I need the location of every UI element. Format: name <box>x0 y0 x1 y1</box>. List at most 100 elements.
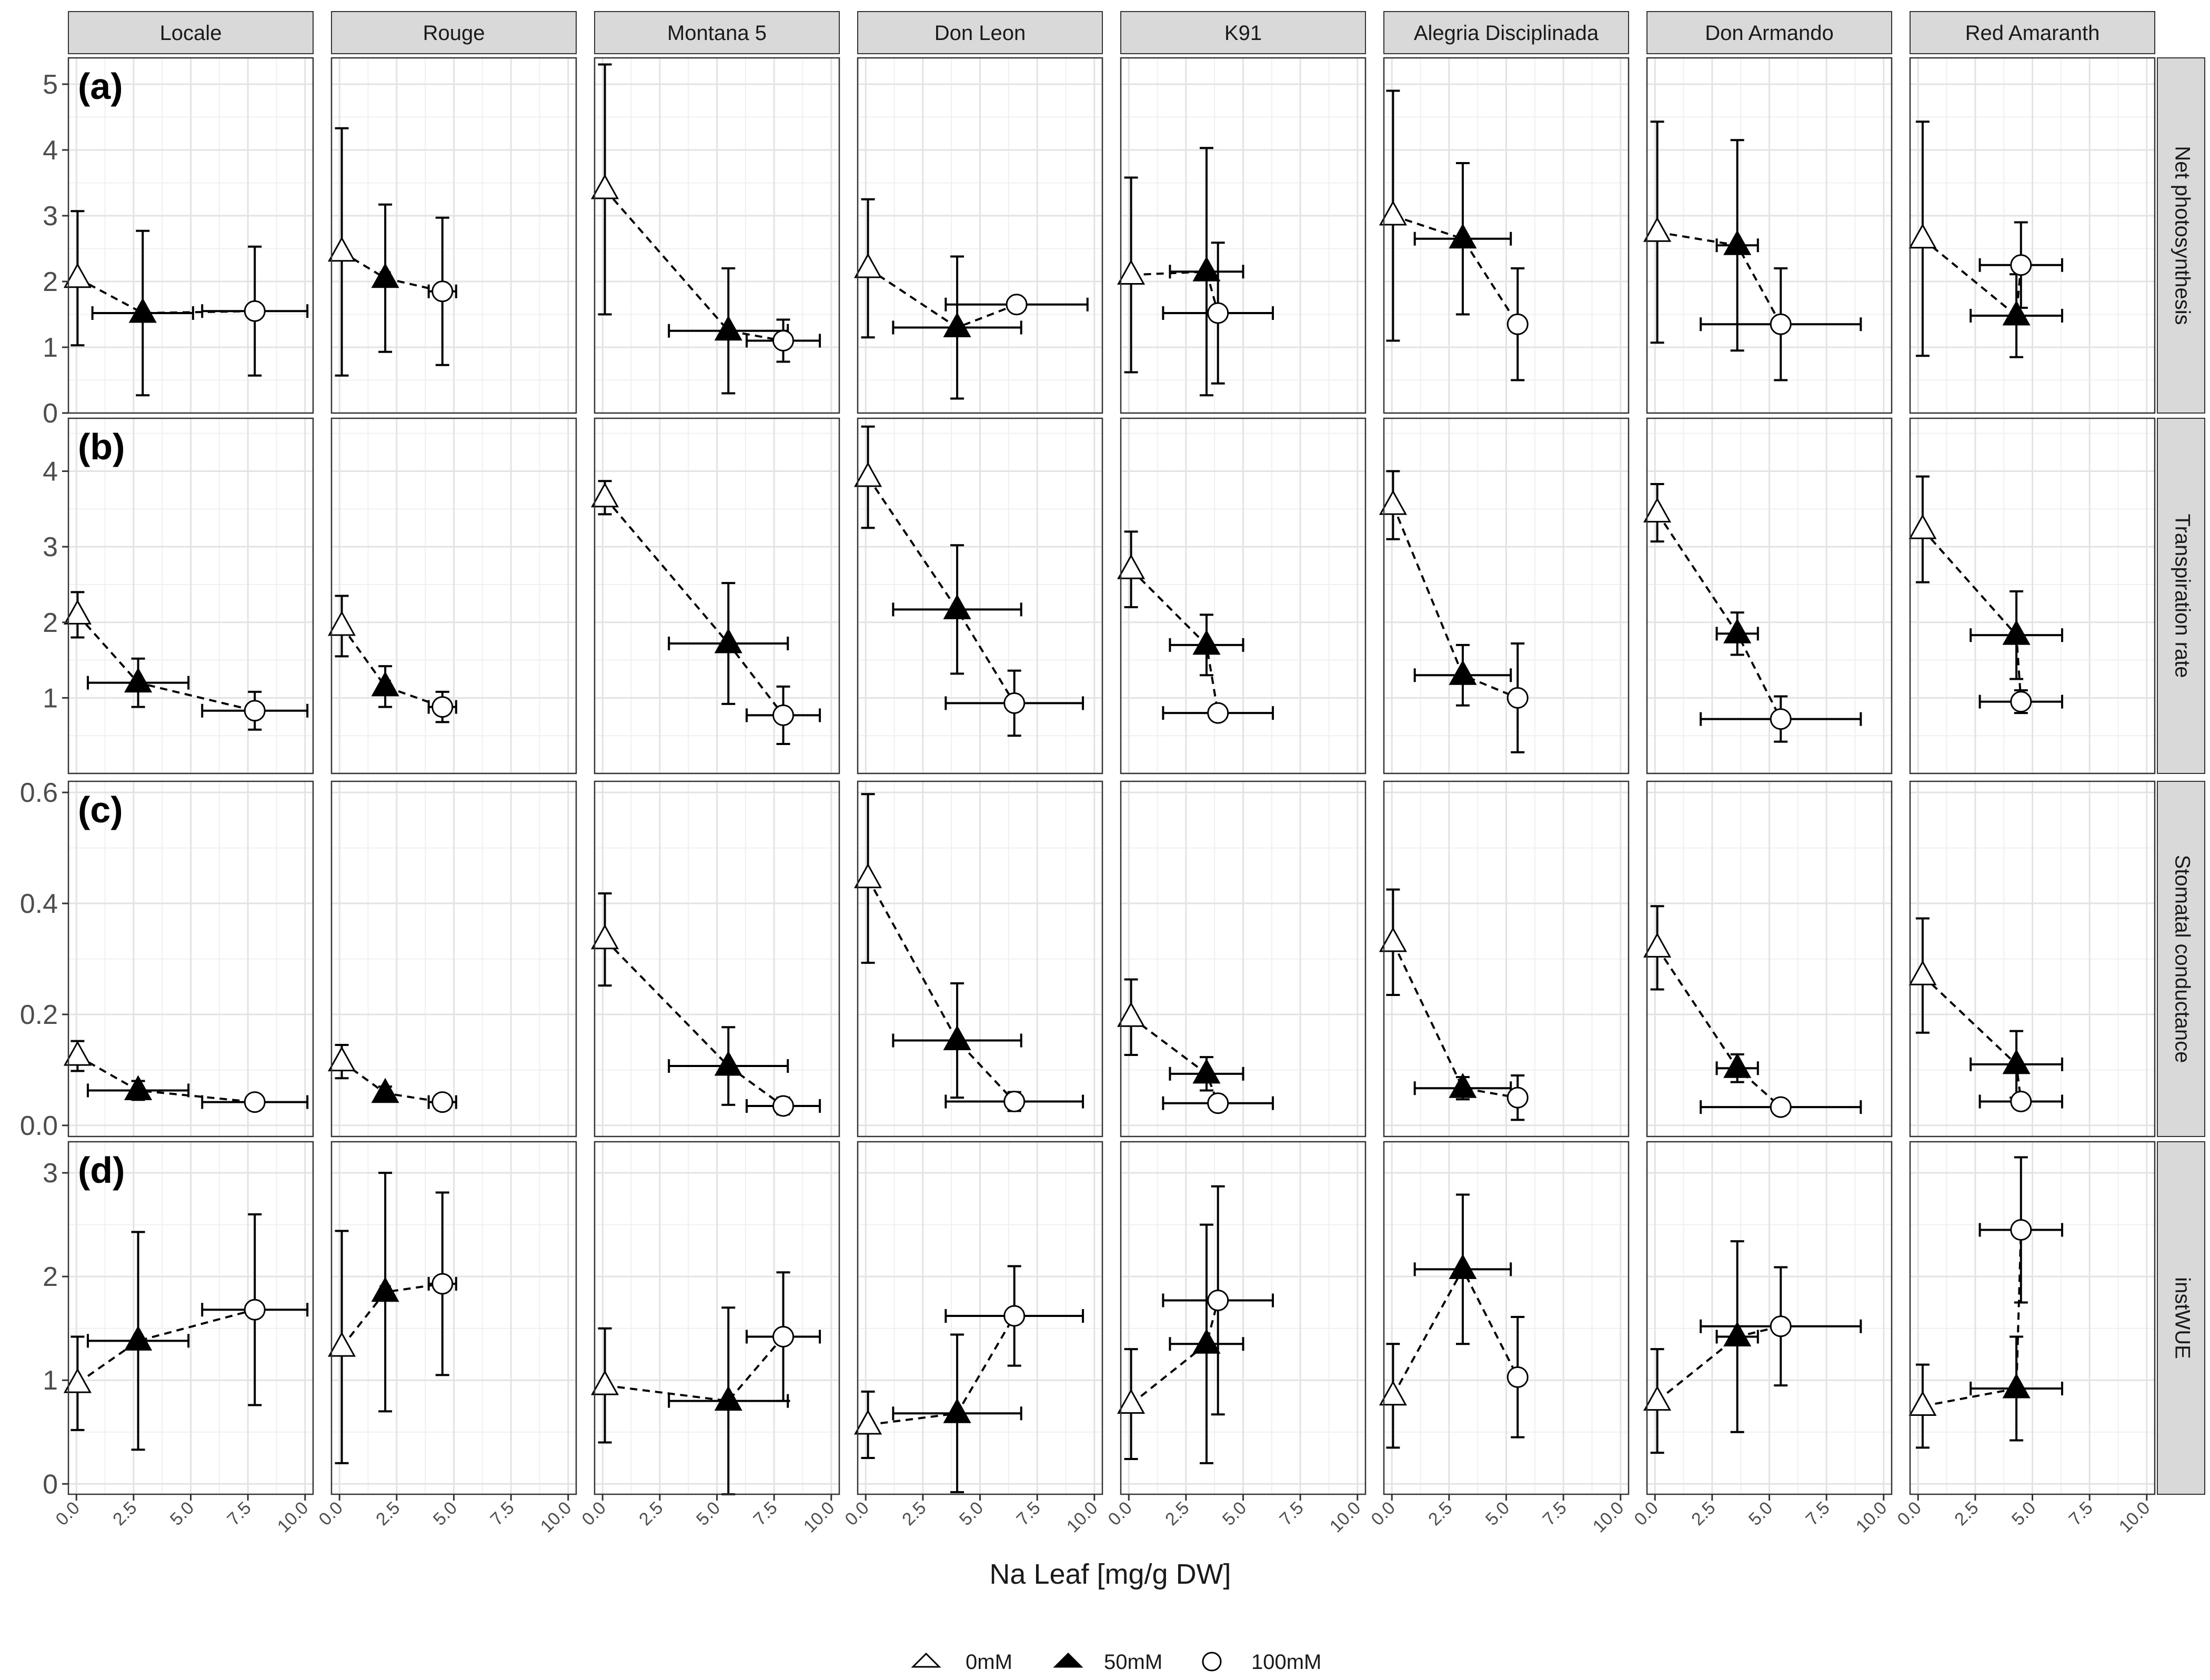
point-100mM <box>1770 1315 1792 1337</box>
panel <box>1117 780 1367 1138</box>
panel-border <box>857 57 1103 414</box>
panel-border <box>1383 57 1630 414</box>
panel-border <box>67 780 314 1138</box>
point-0mM <box>1643 1385 1672 1411</box>
panel <box>328 780 577 1138</box>
point-0mM <box>1379 927 1407 952</box>
variety-strip <box>68 11 314 54</box>
panel-border <box>330 780 577 1138</box>
measure-label: instWUE <box>2171 1277 2194 1359</box>
panel <box>1117 1141 1367 1495</box>
panels: (a) (b) (c) (d) <box>63 57 2156 1495</box>
panel <box>591 1141 840 1495</box>
legend-item-100mM: 100mM <box>1202 1651 1321 1674</box>
y-tick-label: 0 <box>43 1469 58 1500</box>
point-0mM <box>1117 1002 1146 1027</box>
point-50mM <box>943 1025 971 1051</box>
point-50mM <box>124 667 153 693</box>
point-100mM <box>2010 254 2032 276</box>
panel <box>591 780 840 1138</box>
point-100mM <box>1207 302 1229 324</box>
panel-border <box>1909 57 2156 414</box>
y-tick-label: 0.0 <box>20 1111 58 1141</box>
variety-label: Alegria Disciplinada <box>1414 22 1599 45</box>
point-50mM <box>1449 1254 1477 1279</box>
panel-border <box>1120 417 1367 774</box>
point-0mM <box>63 1040 92 1066</box>
point-0mM <box>1643 497 1672 523</box>
point-50mM <box>124 1325 153 1351</box>
series-line <box>1392 215 1519 325</box>
point-50mM <box>1723 1053 1752 1078</box>
panel-tag: (d) <box>78 1150 125 1191</box>
legend-open-circle-icon <box>1202 1652 1222 1672</box>
point-100mM <box>1003 1091 1026 1113</box>
point-0mM <box>1379 1380 1407 1406</box>
panel <box>1117 57 1367 414</box>
y-tick-label: 4 <box>43 135 58 166</box>
measure-label: Net photosynthesis <box>2171 146 2194 325</box>
panel <box>1643 57 1893 414</box>
point-100mM <box>1506 1087 1529 1109</box>
point-50mM <box>1192 256 1221 281</box>
point-100mM <box>1506 1366 1529 1388</box>
panel-tag: (c) <box>78 789 123 830</box>
point-50mM <box>1192 1329 1221 1354</box>
panel <box>328 57 577 414</box>
variety-strip <box>1646 11 1892 54</box>
point-0mM <box>591 174 619 199</box>
point-100mM <box>772 330 795 351</box>
variety-strip <box>594 11 840 54</box>
measure-strips: Net photosynthesis Transpiration rate Stom… <box>2157 57 2205 1495</box>
variety-label: Red Amaranth <box>1965 22 2100 45</box>
variety-label: Don Armando <box>1705 22 1834 45</box>
measure-label: Transpiration rate <box>2171 514 2194 678</box>
legend-item-0mM: 0mM <box>911 1651 1012 1674</box>
point-0mM <box>63 1368 92 1393</box>
y-tick-label: 0.2 <box>20 1000 58 1030</box>
panel <box>63 1141 314 1495</box>
legend-item-50mM: 50mM <box>1053 1651 1162 1674</box>
panel <box>854 57 1103 414</box>
y-tick-label: 3 <box>43 201 58 232</box>
point-50mM <box>1449 223 1477 249</box>
panel <box>1643 780 1893 1138</box>
point-100mM <box>2010 1219 2032 1241</box>
panel <box>1908 1141 2156 1495</box>
variety-strip <box>331 11 577 54</box>
point-0mM <box>591 482 619 508</box>
panel <box>854 1141 1103 1495</box>
point-100mM <box>2010 691 2032 713</box>
point-50mM <box>943 312 971 337</box>
point-50mM <box>714 315 742 341</box>
y-tick-label: 0.6 <box>20 778 58 808</box>
point-50mM <box>2002 1049 2031 1074</box>
point-50mM <box>1449 660 1477 685</box>
point-0mM <box>591 1370 619 1395</box>
measure-strip <box>2157 57 2205 414</box>
point-0mM <box>1379 490 1407 515</box>
point-0mM <box>1643 217 1672 242</box>
series-line <box>605 1336 785 1402</box>
point-0mM <box>328 1332 356 1357</box>
variety-strip <box>1383 11 1629 54</box>
legend: 0mM 50mM 100mM <box>911 1651 1321 1674</box>
panel-border <box>594 780 840 1138</box>
measure-label: Stomatal conductance <box>2171 855 2194 1063</box>
series-line <box>1131 270 1219 314</box>
point-100mM <box>1003 692 1026 714</box>
point-100mM <box>431 1091 454 1113</box>
point-100mM <box>1770 708 1792 730</box>
panel <box>1643 1141 1893 1495</box>
variety-strip <box>1120 11 1366 54</box>
y-tick-label: 1 <box>43 1365 58 1396</box>
point-100mM <box>1207 1290 1229 1311</box>
panel-border <box>594 417 840 774</box>
point-0mM <box>854 253 882 278</box>
panel <box>1908 417 2156 774</box>
legend-label-100mM: 100mM <box>1251 1651 1321 1674</box>
series-line <box>1130 1300 1219 1405</box>
point-0mM <box>1908 514 1937 539</box>
point-50mM <box>371 671 399 697</box>
panel <box>591 57 840 414</box>
